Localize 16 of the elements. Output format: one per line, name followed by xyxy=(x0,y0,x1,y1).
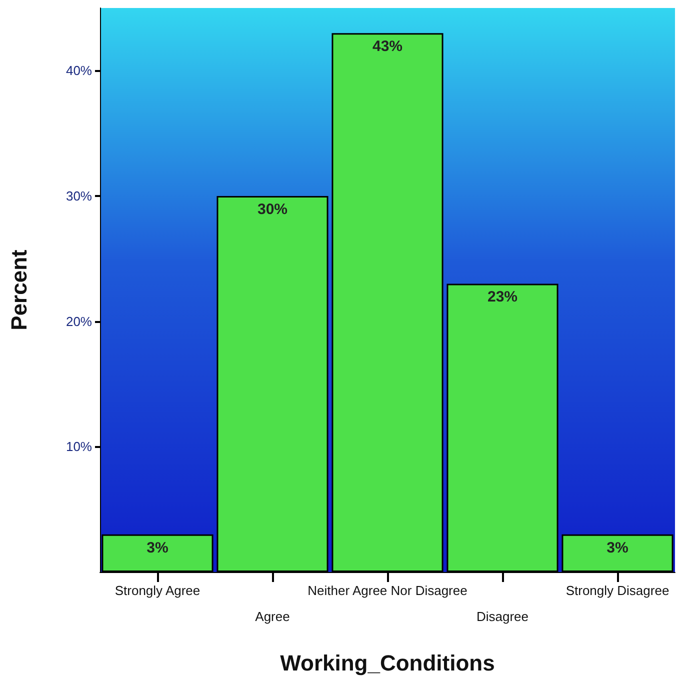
y-tick-label: 30% xyxy=(66,188,92,204)
data-label: 3% xyxy=(146,539,168,556)
data-label: 30% xyxy=(257,201,288,218)
data-label: 3% xyxy=(606,539,628,556)
y-tick-label: 10% xyxy=(66,439,92,454)
x-tick-label: Agree xyxy=(255,609,290,624)
x-tick-label: Disagree xyxy=(476,609,529,624)
y-tick-label: 40% xyxy=(66,63,92,78)
x-axis-title: Working_Conditions xyxy=(280,650,495,676)
y-axis-title: Percent xyxy=(6,248,32,330)
x-tick-label: Strongly Disagree xyxy=(566,583,670,598)
x-tick-label: Strongly Agree xyxy=(114,583,200,598)
data-label: 43% xyxy=(372,38,403,56)
y-tick-label: 20% xyxy=(66,314,92,329)
x-tick-label: Neither Agree Nor Disagree xyxy=(308,583,468,598)
data-label: 23% xyxy=(487,288,518,306)
